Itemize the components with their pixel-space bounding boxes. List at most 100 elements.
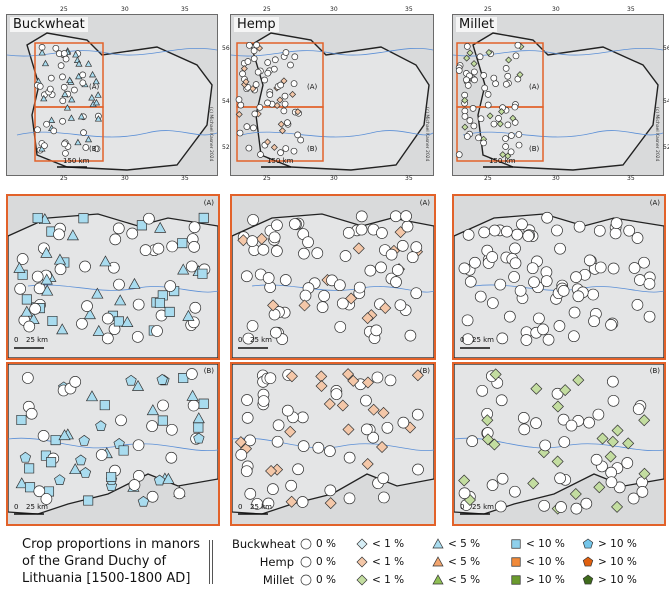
river (231, 47, 433, 57)
detail-a-hemp: (A) 0 25 km (230, 194, 436, 360)
circle-symbol (291, 53, 299, 61)
circle-symbol (93, 145, 101, 153)
overview-map-svg (7, 32, 217, 171)
circle-symbol (476, 384, 489, 397)
detail-a-millet: (A) 0 25 km (452, 194, 666, 360)
square-symbol (83, 495, 94, 506)
circle-symbol (406, 251, 419, 264)
circle-symbol (236, 129, 244, 137)
circle-symbol (623, 224, 636, 237)
square-symbol (198, 398, 209, 409)
circle-symbol (173, 487, 186, 500)
legend-item: > 10 % (582, 574, 637, 586)
circle-symbol (264, 372, 277, 385)
circle-symbol (61, 140, 68, 148)
detail-symbols (15, 368, 209, 507)
circle-symbol (287, 61, 294, 69)
square-symbol (118, 445, 129, 456)
diamond-symbol (488, 438, 501, 451)
circle-symbol (488, 224, 501, 237)
circle-symbol (517, 412, 530, 424)
circle-symbol (390, 276, 402, 288)
detail-symbols (458, 211, 656, 346)
detail-map-svg (454, 364, 664, 515)
legend-item-label: < 10 % (526, 538, 565, 550)
circle-symbol (241, 412, 254, 424)
legend-item-label: < 10 % (526, 556, 565, 568)
circle-symbol (112, 222, 125, 235)
circle-symbol (298, 247, 310, 260)
circle-symbol (101, 312, 114, 325)
triangle-symbol (67, 114, 76, 121)
circle-icon (300, 574, 312, 586)
circle-symbol (568, 330, 580, 343)
legend-item: 0 % (300, 538, 336, 550)
diamond-symbol (285, 370, 298, 383)
square-symbol (511, 575, 521, 585)
circle-symbol (59, 73, 66, 81)
copyright: (c) Michael Kasner 2024 (208, 107, 213, 162)
diamond-symbol (461, 96, 469, 104)
lon-tick: 30 (330, 6, 338, 13)
diamond-symbol (481, 433, 494, 446)
square-symbol (24, 482, 36, 493)
circle-symbol (463, 133, 471, 140)
triangle-symbol (69, 463, 82, 475)
pentagon-symbol (54, 474, 66, 485)
circle-symbol (264, 69, 272, 77)
circle-symbol (353, 281, 366, 294)
circle-symbol (533, 312, 545, 325)
circle-symbol (37, 430, 50, 442)
triangle-symbol (91, 287, 104, 299)
circle-symbol (270, 65, 278, 73)
circle-symbol (244, 488, 257, 500)
circle-symbol (502, 65, 510, 72)
scale-zero: 0 (238, 503, 243, 511)
duchy-border (26, 32, 213, 171)
triangle-symbol (131, 379, 145, 391)
circle-symbol (516, 218, 528, 231)
circle-symbol (555, 501, 567, 513)
circle-symbol (76, 317, 88, 330)
square-icon (511, 539, 521, 549)
circle-symbol (391, 264, 404, 276)
circle-symbol (570, 271, 582, 284)
copyright: (c) Michael Kasner 2024 (654, 107, 659, 162)
circle-symbol (474, 290, 487, 303)
triangle-symbol (177, 263, 190, 275)
lon-tick: 25 (484, 6, 492, 13)
circle-symbol (268, 231, 281, 244)
diamond-symbol (572, 374, 585, 387)
circle-symbol (638, 256, 650, 269)
circle-symbol (573, 220, 586, 233)
circle-symbol (312, 441, 325, 454)
diamond-symbol (530, 382, 543, 395)
legend-item-label: < 1 % (372, 538, 405, 550)
circle-symbol (355, 223, 368, 236)
lat-tick: 54 (222, 98, 230, 105)
detail-b-millet: (B) 0 25 km (452, 362, 666, 526)
circle-symbol (401, 220, 414, 233)
diamond-symbol (352, 242, 365, 255)
detail-b-buckwheat: (B) 0 25 km (6, 362, 220, 526)
circle-symbol (108, 261, 120, 274)
pentagon-symbol (125, 374, 137, 386)
circle-symbol (481, 84, 489, 92)
diamond-symbol (361, 376, 374, 389)
diamond-icon (356, 574, 368, 586)
circle-symbol (486, 479, 499, 491)
diamond-symbol (345, 292, 358, 305)
legend-item-label: < 5 % (448, 538, 481, 550)
circle-symbol (478, 226, 491, 239)
circle-symbol (570, 502, 583, 515)
legend-item: < 5 % (432, 574, 480, 586)
triangle-symbol (15, 477, 28, 489)
circle-symbol (631, 232, 644, 244)
circle-symbol (246, 235, 259, 247)
circle-symbol (520, 334, 533, 346)
diamond-symbol (463, 54, 471, 62)
triangle-symbol (84, 135, 93, 143)
legend-item: < 5 % (432, 556, 480, 568)
triangle-symbol (72, 50, 80, 58)
lat-tick: 52 (222, 144, 230, 151)
